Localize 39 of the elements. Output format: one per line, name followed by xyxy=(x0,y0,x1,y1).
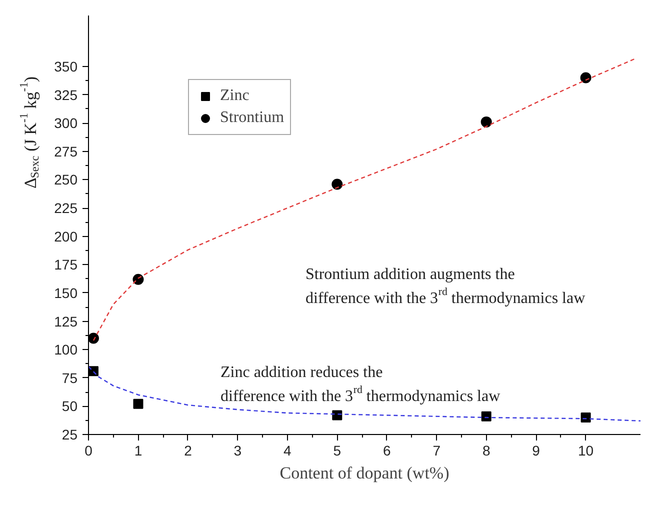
x-tick-label: 3 xyxy=(234,442,242,458)
y-tick-label: 300 xyxy=(54,115,78,132)
x-axis-title: Content of dopant (wt%) xyxy=(280,464,450,482)
point xyxy=(332,410,342,420)
y-tick-label: 350 xyxy=(54,58,78,74)
point xyxy=(580,412,591,423)
x-tick-label: 7 xyxy=(432,442,441,458)
x-tick-label: 10 xyxy=(578,442,594,458)
x-tick-label: 6 xyxy=(382,442,391,458)
y-tick-label: 225 xyxy=(54,200,78,216)
legend-label: Strontium xyxy=(220,108,284,128)
x-tick-label: 5 xyxy=(333,442,342,458)
x-tick-label: 9 xyxy=(532,442,540,458)
y-tick-label: 100 xyxy=(54,342,78,358)
x-tick-label: 8 xyxy=(482,442,490,458)
y-tick-label: 125 xyxy=(54,313,78,330)
point xyxy=(88,332,99,344)
legend-label: Zinc xyxy=(220,86,250,106)
y-tick-label: 200 xyxy=(54,228,78,244)
y-tick-label: 275 xyxy=(54,143,78,160)
x-tick-label: 0 xyxy=(84,442,93,458)
point xyxy=(332,178,343,190)
y-tick-label: 25 xyxy=(62,426,78,442)
y-tick-label: 75 xyxy=(62,370,78,386)
x-tick-label: 1 xyxy=(134,442,142,458)
y-tick-label: 175 xyxy=(54,256,78,273)
y-tick-label: 250 xyxy=(54,172,78,188)
x-tick-label: 4 xyxy=(284,442,292,458)
x-tick-label: 2 xyxy=(184,442,192,458)
point xyxy=(481,411,492,422)
y-tick-label: 150 xyxy=(54,284,78,301)
y-tick-label: 50 xyxy=(62,398,78,414)
point xyxy=(580,72,592,84)
point xyxy=(132,274,144,285)
y-tick-label: 325 xyxy=(54,86,78,103)
line-series xyxy=(88,366,640,422)
point xyxy=(480,116,492,128)
y-axis-title: ΔSexc (J K-1 kg-1) xyxy=(17,76,42,189)
point xyxy=(133,398,144,409)
